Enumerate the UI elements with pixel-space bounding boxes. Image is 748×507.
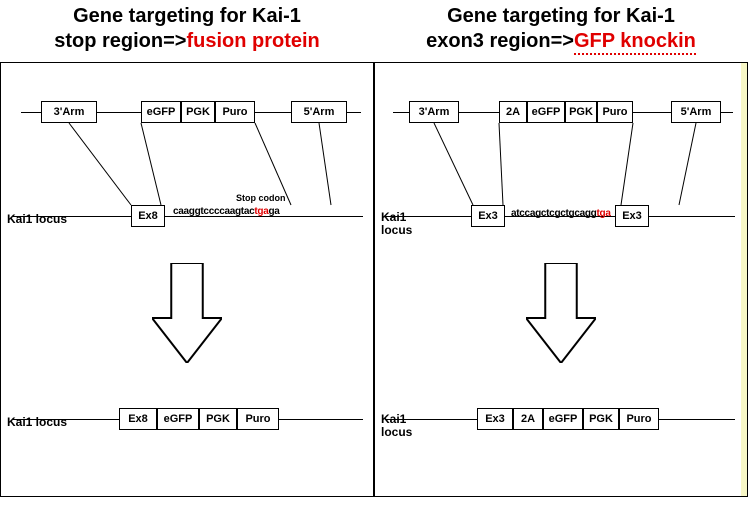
cassette-box: eGFP xyxy=(543,408,583,430)
right-title: Gene targeting for Kai-1 exon3 region=>G… xyxy=(374,0,748,62)
cassette-box: Ex3 xyxy=(471,205,505,227)
cassette-box: PGK xyxy=(181,101,215,123)
stop-codon-label: Stop codon xyxy=(236,193,286,203)
cassette-box: eGFP xyxy=(141,101,181,123)
left-title-line2-hl: fusion protein xyxy=(186,30,319,52)
sequence-text: caaggtccccaagtactgaga xyxy=(173,206,280,217)
cassette-box: eGFP xyxy=(157,408,199,430)
cassette-box: 3'Arm xyxy=(409,101,459,123)
cassette-box: 2A xyxy=(499,101,527,123)
cassette-box: Puro xyxy=(237,408,279,430)
locus-label: Kai1locus xyxy=(381,413,412,439)
cassette-box: Ex3 xyxy=(615,205,649,227)
locus-label: Kai1 locus xyxy=(7,416,67,429)
left-title-line1: Gene targeting for Kai-1 xyxy=(73,5,301,27)
down-arrow-icon xyxy=(526,263,596,363)
right-panel: 3'Arm2AeGFPPGKPuro5'ArmEx3Ex3atccagctcgc… xyxy=(374,62,748,497)
cassette-box: Puro xyxy=(597,101,633,123)
cassette-box: 5'Arm xyxy=(671,101,721,123)
left-panel: 3'ArmeGFPPGKPuro5'ArmEx8Stop codoncaaggt… xyxy=(0,62,374,497)
right-title-line2-pre: exon3 region=> xyxy=(426,30,574,52)
cassette-box: 3'Arm xyxy=(41,101,97,123)
accent-bar xyxy=(741,63,747,496)
locus-label: Kai1locus xyxy=(381,211,412,237)
cassette-box: PGK xyxy=(583,408,619,430)
cassette-box: Ex8 xyxy=(131,205,165,227)
left-title: Gene targeting for Kai-1 stop region=>fu… xyxy=(0,0,374,62)
cassette-box: 2A xyxy=(513,408,543,430)
cassette-box: Puro xyxy=(215,101,255,123)
titles-row: Gene targeting for Kai-1 stop region=>fu… xyxy=(0,0,748,62)
cassette-box: Ex3 xyxy=(477,408,513,430)
cassette-box: eGFP xyxy=(527,101,565,123)
cassette-box: PGK xyxy=(199,408,237,430)
right-title-line1: Gene targeting for Kai-1 xyxy=(447,5,675,27)
cassette-box: Puro xyxy=(619,408,659,430)
cassette-box: PGK xyxy=(565,101,597,123)
locus-label: Kai1 locus xyxy=(7,213,67,226)
left-title-line2-pre: stop region=> xyxy=(54,30,186,52)
cassette-box: 5'Arm xyxy=(291,101,347,123)
panels-row: 3'ArmeGFPPGKPuro5'ArmEx8Stop codoncaaggt… xyxy=(0,62,748,497)
right-title-line2-hl: GFP knockin xyxy=(574,30,696,55)
down-arrow-icon xyxy=(152,263,222,363)
sequence-text: atccagctcgctgcaggtga xyxy=(511,208,611,219)
cassette-box: Ex8 xyxy=(119,408,157,430)
